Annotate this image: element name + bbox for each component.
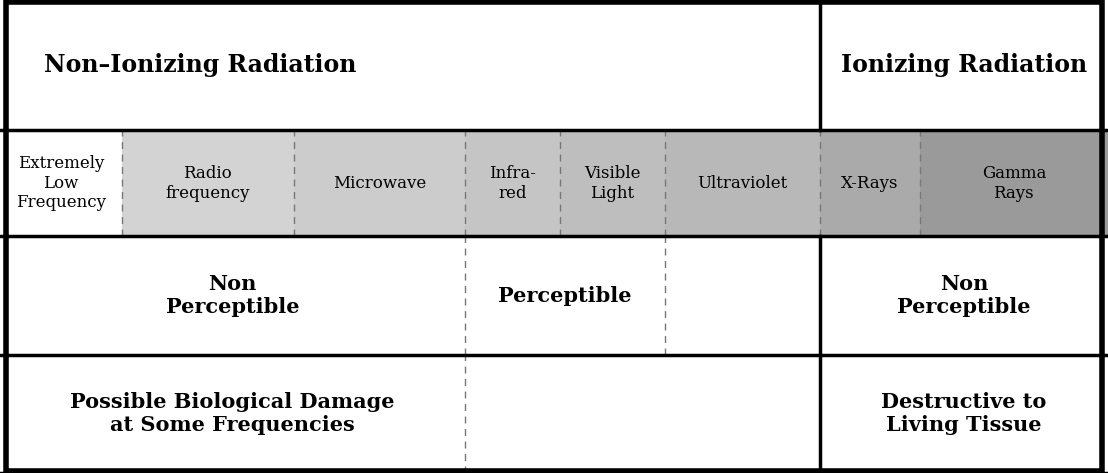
Text: Microwave: Microwave xyxy=(332,175,427,192)
Text: Perceptible: Perceptible xyxy=(499,286,632,306)
Bar xyxy=(560,130,665,236)
Bar xyxy=(122,130,294,236)
Text: Non–Ionizing Radiation: Non–Ionizing Radiation xyxy=(44,53,357,77)
Bar xyxy=(0,236,1108,355)
Text: Gamma
Rays: Gamma Rays xyxy=(982,165,1046,201)
Bar xyxy=(665,130,820,236)
Text: Non
Perceptible: Non Perceptible xyxy=(166,274,299,317)
Text: Destructive to
Living Tissue: Destructive to Living Tissue xyxy=(881,392,1047,436)
Text: Radio
frequency: Radio frequency xyxy=(165,165,250,201)
Bar xyxy=(920,130,1108,236)
Text: Infra-
red: Infra- red xyxy=(489,165,536,201)
Text: Possible Biological Damage
at Some Frequencies: Possible Biological Damage at Some Frequ… xyxy=(71,392,394,436)
Bar xyxy=(820,130,920,236)
Text: Non
Perceptible: Non Perceptible xyxy=(897,274,1030,317)
Bar xyxy=(465,130,560,236)
Bar xyxy=(0,355,1108,473)
Text: Extremely
Low
Frequency: Extremely Low Frequency xyxy=(16,155,106,211)
Text: Visible
Light: Visible Light xyxy=(584,165,640,201)
Text: Ultraviolet: Ultraviolet xyxy=(697,175,788,192)
Text: Ionizing Radiation: Ionizing Radiation xyxy=(841,53,1087,77)
Text: X-Rays: X-Rays xyxy=(841,175,899,192)
Bar xyxy=(0,130,122,236)
Bar xyxy=(294,130,465,236)
Bar xyxy=(0,0,1108,130)
